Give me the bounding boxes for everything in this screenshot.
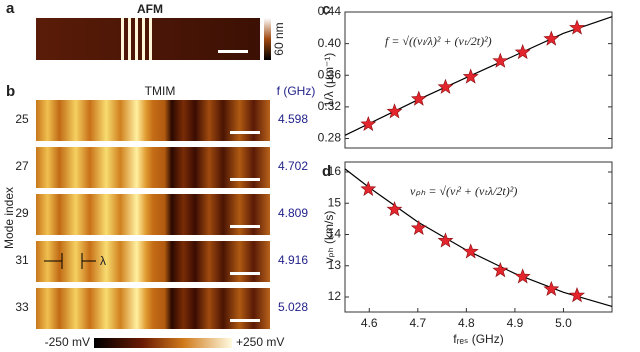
star-marker [462,68,479,84]
scale-bar [230,131,260,134]
panel-label: b [6,83,15,100]
star-marker [437,232,454,248]
y-tick-label: 0.28 [318,131,342,145]
y-tick-label: 0.32 [318,99,342,113]
frequency: 4.809 [278,206,308,220]
f-header: f (GHz) [277,84,316,98]
star-marker [462,243,479,259]
afm-image [36,18,260,60]
colorbar-label: 60 nm [272,22,286,55]
tmim-image [36,147,270,188]
annotation: λ [100,254,106,268]
star-marker [543,30,560,46]
frequency: 4.916 [278,253,308,267]
y-tick-label: 0.44 [318,4,342,18]
x-tick-label: 4.9 [507,316,524,330]
star-marker [492,52,509,68]
star-marker [410,90,427,106]
plot-frame [344,161,613,313]
star-marker [543,280,560,297]
star-marker [360,115,377,131]
star-marker [437,78,454,94]
x-axis-label: fᵣₑₛ (GHz) [453,332,503,346]
x-tick-label: 4.7 [409,316,426,330]
panel-label: d [322,163,331,180]
panel-title: TMIM [145,84,176,98]
star-marker [386,103,403,119]
y-tick-label: 12 [328,289,342,303]
scale-bar [230,272,260,275]
y-tick-label: 14 [328,227,342,241]
y-tick-label: 13 [328,258,342,272]
y-tick-label: 16 [328,164,342,178]
colorbar-max: +250 mV [236,335,284,349]
tmim-image [36,241,270,282]
x-tick-label: 4.6 [361,316,378,330]
frequency: 4.598 [278,112,308,126]
y-tick-label: 0.40 [318,36,342,50]
mode-index: 25 [15,112,29,126]
panel-label: a [6,0,15,17]
scale-bar [218,50,248,53]
frequency: 4.702 [278,159,308,173]
colorbar-min: -250 mV [45,335,90,349]
x-tick-label: 5.0 [555,316,572,330]
mode-index: 27 [15,159,29,173]
star-marker [360,180,377,197]
mode-index: 33 [15,300,29,314]
plot-frame [344,11,613,149]
colorbar [264,18,271,60]
mode-index: 29 [15,206,29,220]
afm-stripes [121,18,152,60]
tmim-image [36,100,270,141]
star-marker [492,262,509,278]
y-tick-label: 15 [328,195,342,209]
tmim-image [36,194,270,235]
formula: f = √((vₗ/λ)² + (vₜ/2t)²) [385,34,492,48]
star-marker [569,19,586,35]
panel-label: c [322,1,330,18]
y-axis-label: 1/λ (μm⁻¹) [322,53,336,108]
formula: vₚₕ = √(vₗ² + (vₜλ/2t)²) [410,184,517,198]
colorbar [94,338,232,348]
frequency: 5.028 [278,300,308,314]
y-axis-label: vₚₕ (km/s) [322,211,336,264]
tmim-image [36,288,270,329]
y-tick-label: 0.36 [318,67,342,81]
star-marker [410,219,427,235]
star-marker [514,268,531,284]
mode-index: 31 [15,253,29,267]
x-tick-label: 4.8 [458,316,475,330]
star-marker [386,201,403,217]
scale-bar [230,319,260,322]
star-marker [569,287,586,303]
scale-bar [230,178,260,181]
panel-title: AFM [137,2,163,16]
star-marker [514,43,531,60]
scale-bar [230,225,260,228]
y-axis-label: Mode index [2,187,16,249]
